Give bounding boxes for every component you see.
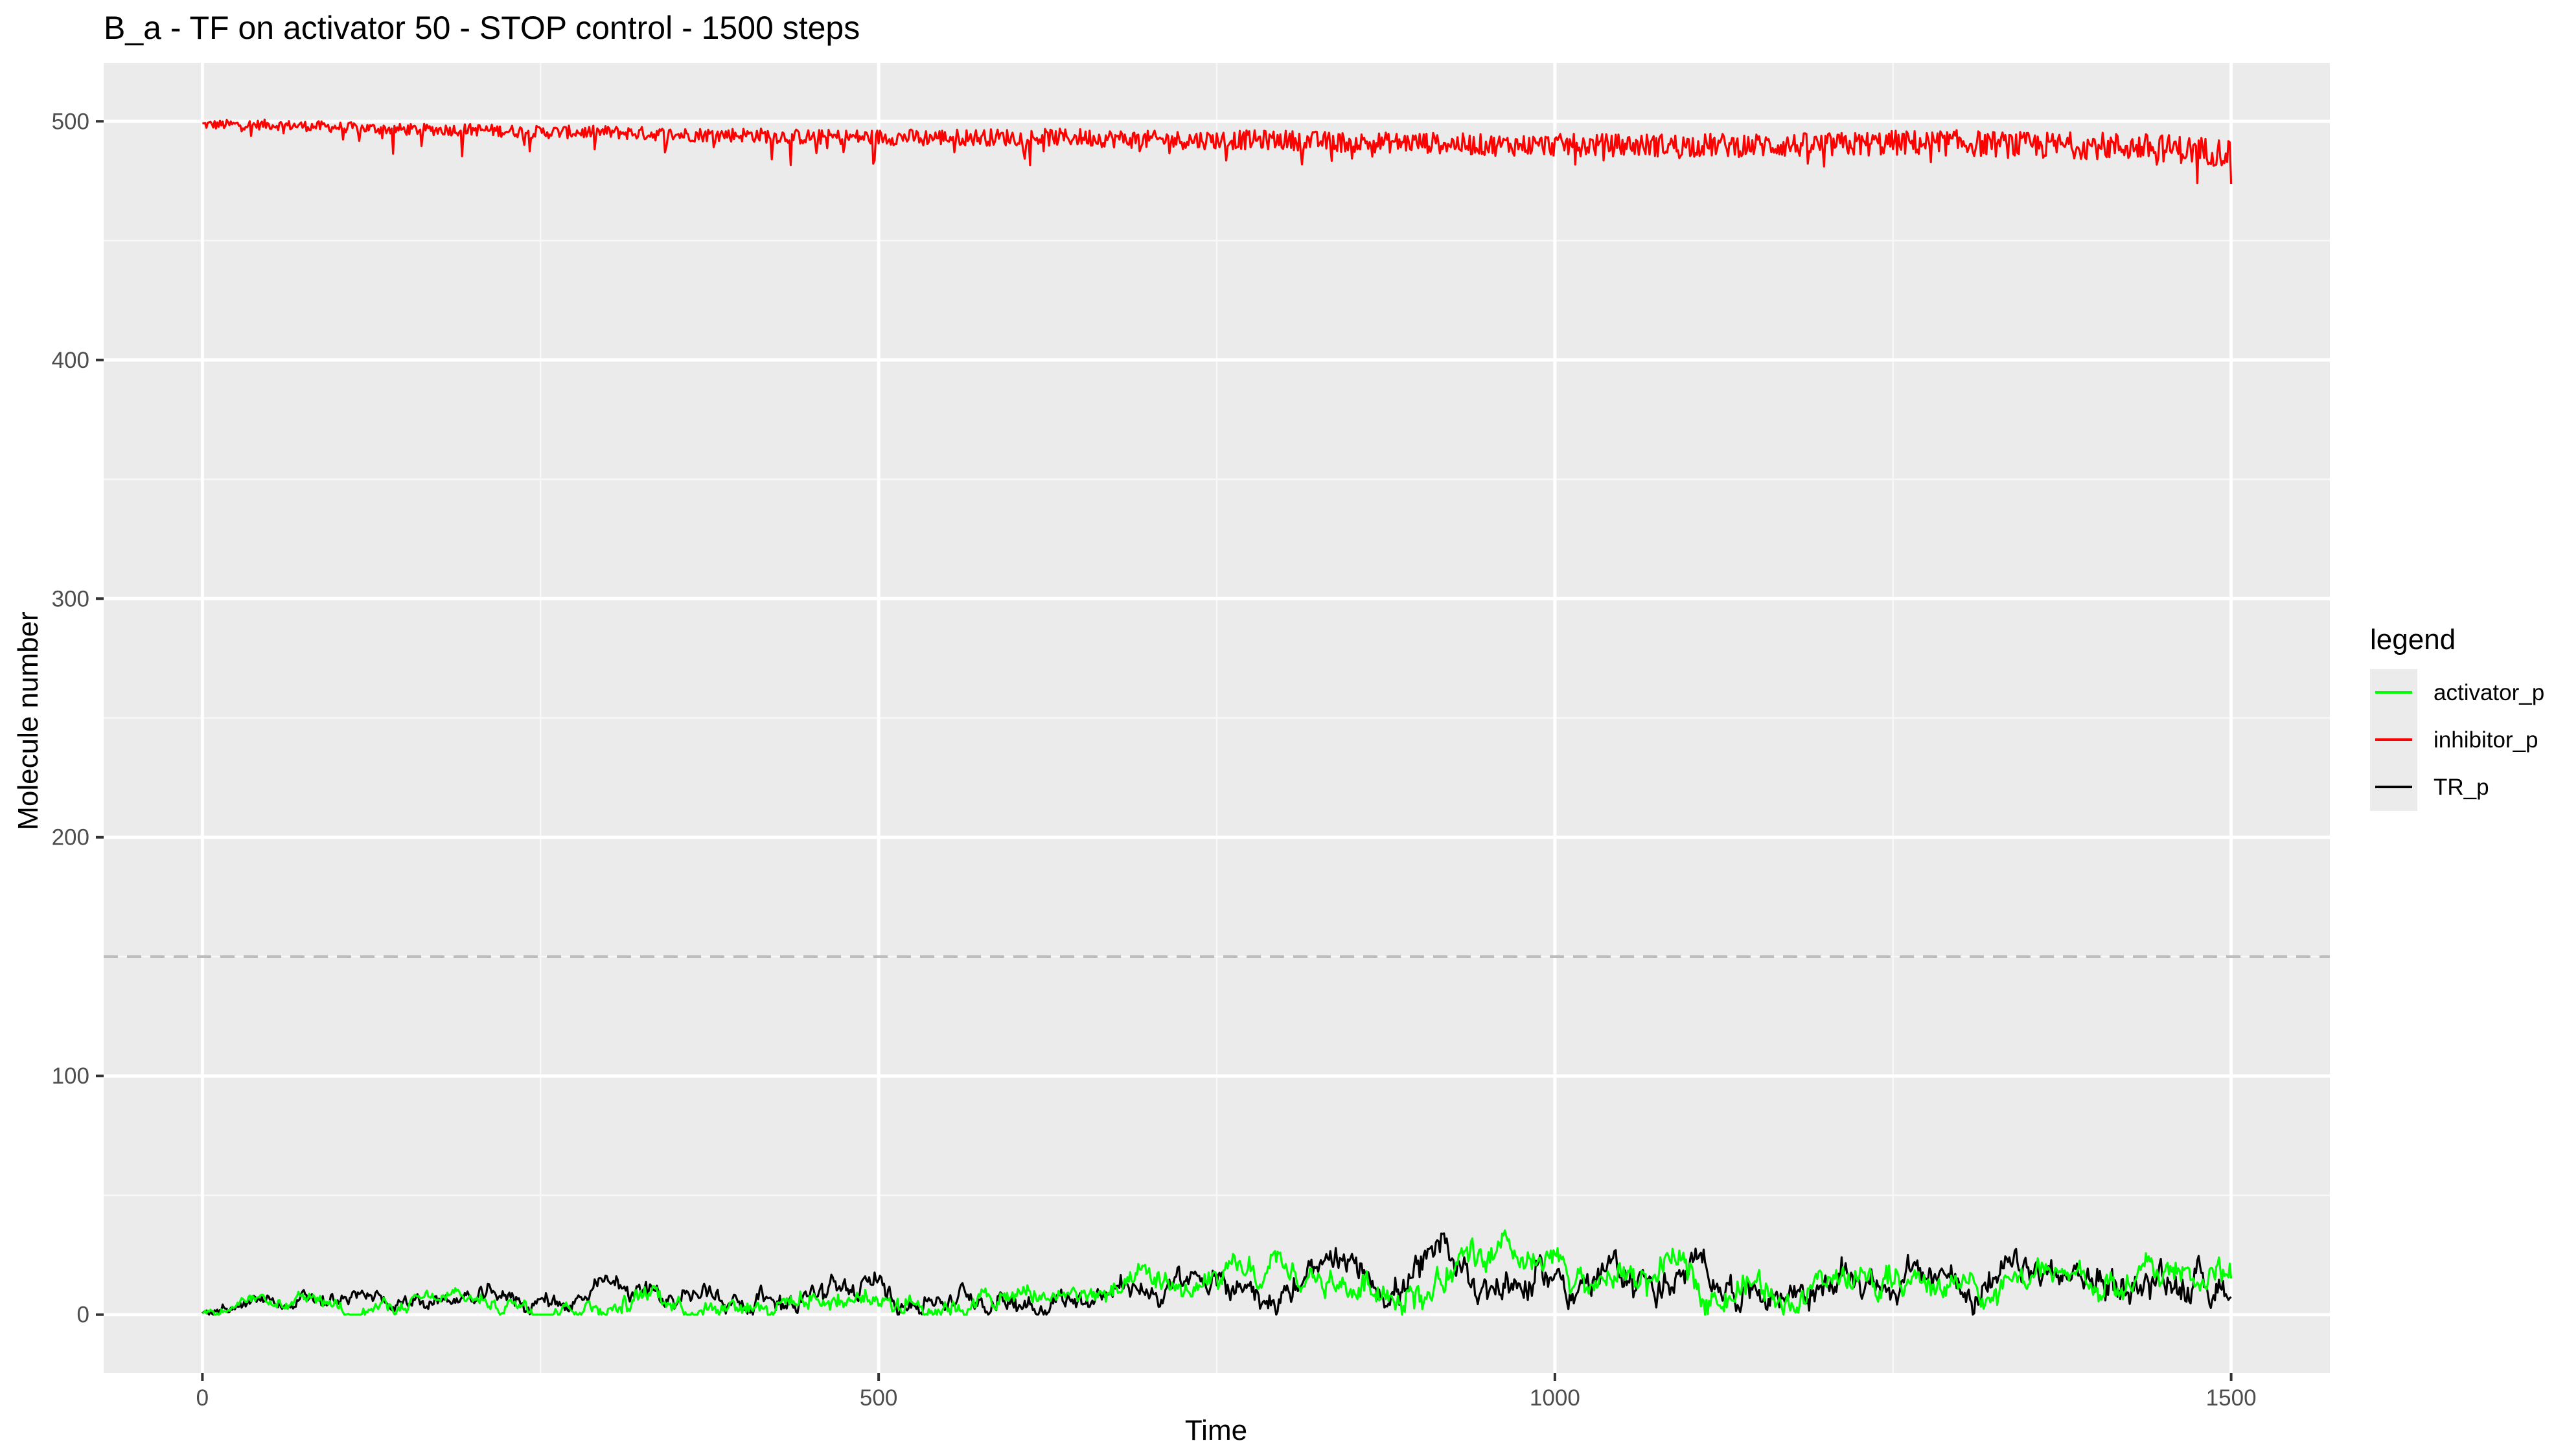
y-tick-label: 300 <box>52 586 89 611</box>
x-tick-label: 1500 <box>2206 1385 2257 1411</box>
legend-title: legend <box>2370 624 2456 655</box>
series-line-activator-p <box>202 1229 2233 1316</box>
x-tick-label: 0 <box>196 1385 209 1411</box>
series-line-inhibitor-p <box>202 119 2233 185</box>
grid-lines <box>104 63 2330 1373</box>
x-tick-label: 500 <box>860 1385 897 1411</box>
series-lines <box>201 119 2233 1316</box>
x-tick-label: 1000 <box>1530 1385 1580 1411</box>
legend-label: activator_p <box>2434 680 2544 705</box>
x-axis-label: Time <box>1185 1415 1247 1446</box>
y-axis-label: Molecule number <box>12 611 44 830</box>
legend: legend activator_p inhibitor_p TR_p <box>2370 624 2544 811</box>
legend-label: TR_p <box>2434 775 2489 800</box>
chart-title: B_a - TF on activator 50 - STOP control … <box>104 10 860 46</box>
legend-label: inhibitor_p <box>2434 727 2538 753</box>
y-tick-label: 500 <box>52 109 89 134</box>
y-tick-label: 200 <box>52 825 89 850</box>
y-tick-label: 100 <box>52 1064 89 1089</box>
y-tick-label: 0 <box>77 1302 89 1328</box>
y-tick-label: 400 <box>52 348 89 373</box>
axes: 0 500 1000 1500 0 100 200 300 400 500 <box>52 109 2257 1411</box>
